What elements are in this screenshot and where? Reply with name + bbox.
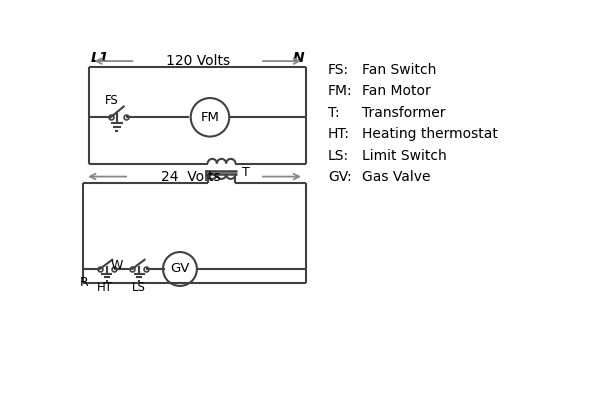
Text: 120 Volts: 120 Volts: [166, 54, 230, 68]
Text: LS:: LS:: [328, 149, 349, 163]
Text: 24  Volts: 24 Volts: [161, 170, 221, 184]
Text: LS: LS: [132, 281, 146, 294]
Text: Limit Switch: Limit Switch: [362, 149, 447, 163]
Text: Transformer: Transformer: [362, 106, 445, 120]
Text: T:: T:: [328, 106, 339, 120]
Text: GV:: GV:: [328, 170, 352, 184]
Text: Gas Valve: Gas Valve: [362, 170, 430, 184]
Text: R: R: [80, 276, 89, 289]
Text: Heating thermostat: Heating thermostat: [362, 127, 497, 141]
Text: FM: FM: [201, 111, 219, 124]
Text: Fan Switch: Fan Switch: [362, 62, 436, 76]
Text: FS:: FS:: [328, 62, 349, 76]
Text: FM:: FM:: [328, 84, 352, 98]
Text: T: T: [241, 166, 250, 179]
Text: N: N: [293, 51, 304, 65]
Text: Fan Motor: Fan Motor: [362, 84, 431, 98]
Text: GV: GV: [171, 262, 189, 276]
Text: FS: FS: [105, 94, 119, 107]
Text: L1: L1: [91, 51, 109, 65]
Text: HT:: HT:: [328, 127, 350, 141]
Text: HT: HT: [97, 281, 113, 294]
Text: W: W: [110, 259, 123, 272]
